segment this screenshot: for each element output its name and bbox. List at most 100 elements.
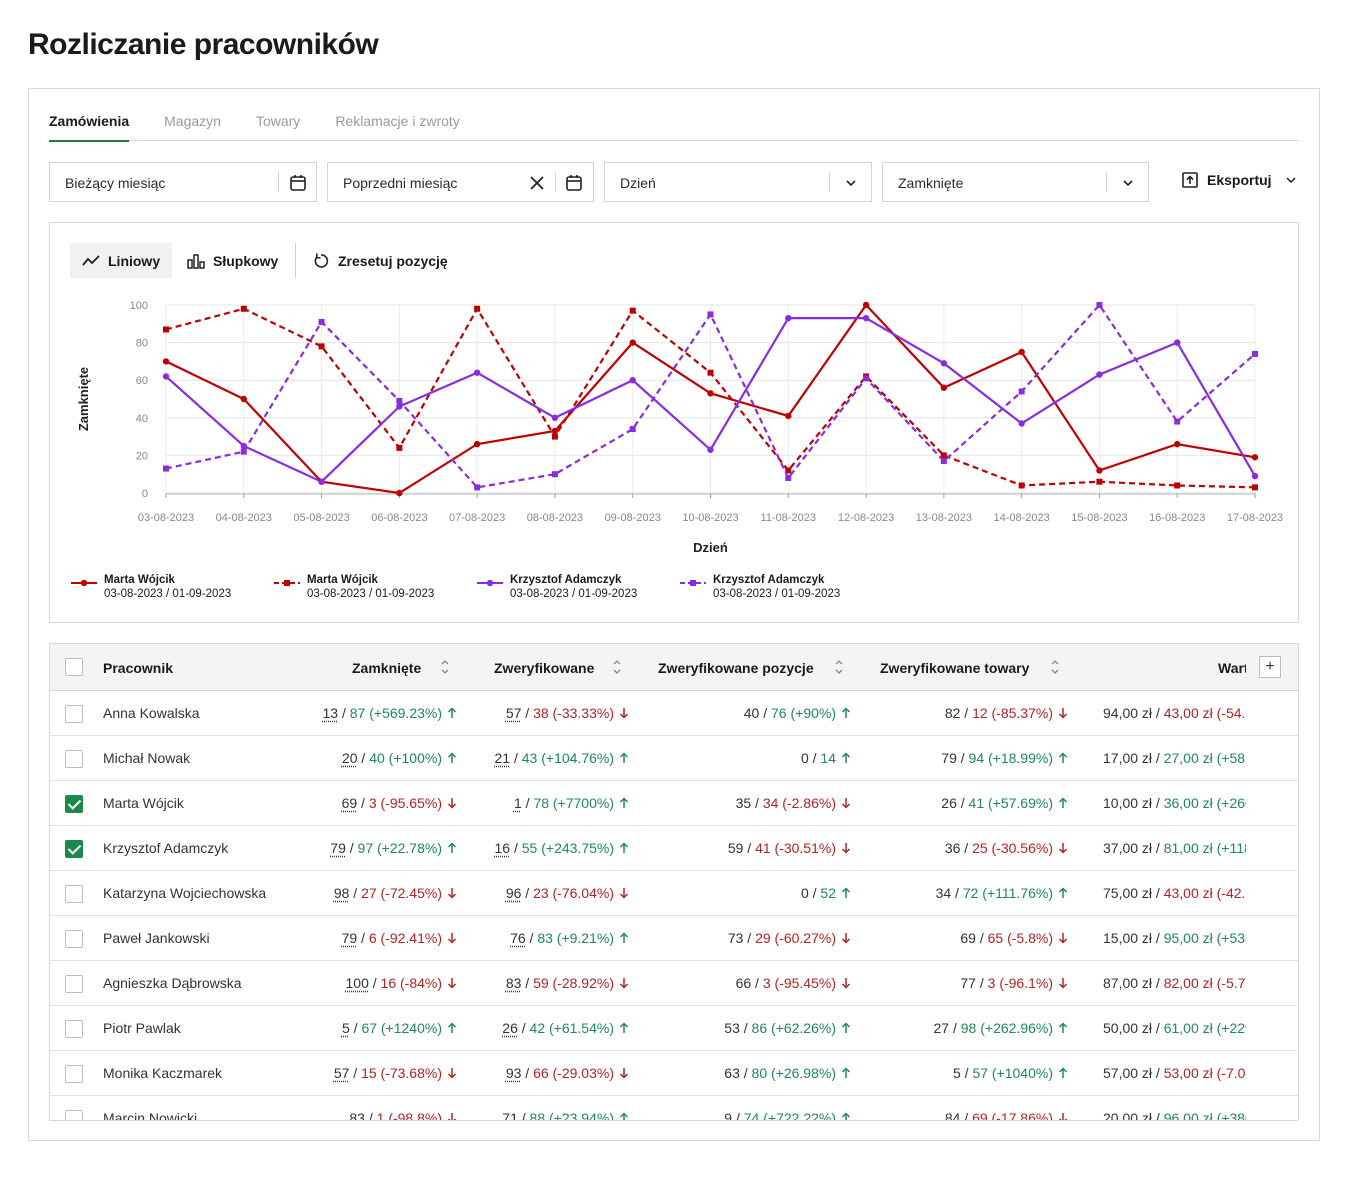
verified-cell: 57 / 38 (-33.33%) — [506, 705, 629, 721]
row-checkbox[interactable] — [65, 840, 83, 858]
x-tick-label: 16-08-2023 — [1149, 512, 1205, 524]
data-point — [1096, 467, 1103, 474]
data-point — [785, 314, 792, 322]
arrow-down-icon — [447, 888, 457, 899]
tab-orders[interactable]: Zamówienia — [49, 103, 130, 142]
clear-icon[interactable] — [527, 173, 547, 193]
header-verified-items[interactable]: Zweryfikowane pozycje — [658, 660, 814, 676]
legend-item[interactable]: Krzysztof Adamczyk 03-08-2023 / 01-09-202… — [679, 573, 882, 601]
data-point — [1096, 478, 1103, 485]
row-checkbox[interactable] — [65, 1020, 83, 1038]
row-checkbox[interactable] — [65, 930, 83, 948]
data-point — [707, 446, 714, 453]
legend-item[interactable]: Krzysztof Adamczyk 03-08-2023 / 01-09-202… — [476, 573, 679, 601]
sort-icon[interactable] — [612, 657, 622, 677]
data-point — [1251, 454, 1259, 461]
row-checkbox[interactable] — [65, 885, 83, 903]
arrow-up-icon — [1058, 797, 1068, 808]
data-point — [396, 444, 403, 451]
current-range-picker[interactable]: Bieżący miesiąc — [49, 162, 317, 202]
reset-position-button[interactable]: Zresetuj pozycję — [300, 243, 460, 278]
legend-series-name: Krzysztof Adamczyk — [510, 574, 622, 586]
legend-series-name: Marta Wójcik — [104, 574, 175, 586]
metric-select[interactable]: Zamknięte — [882, 162, 1149, 202]
sort-icon[interactable] — [1050, 657, 1060, 677]
data-point — [240, 305, 247, 312]
arrow-up-icon — [1058, 752, 1068, 763]
verified-items-cell: 9 / 74 (+722.22%) — [724, 1110, 851, 1120]
data-point — [551, 427, 559, 435]
table-row[interactable]: Krzysztof Adamczyk 79 / 97 (+22.78%) 16 … — [50, 826, 1298, 871]
row-checkbox[interactable] — [65, 795, 83, 813]
chart-legend: Marta Wójcik 03-08-2023 / 01-09-2023 Mart… — [70, 573, 882, 601]
legend-series-range: 03-08-2023 / 01-09-2023 — [104, 588, 232, 600]
arrow-up-icon — [841, 887, 851, 898]
header-verified-goods[interactable]: Zweryfikowane towary — [880, 660, 1030, 676]
x-tick-label: 13-08-2023 — [916, 512, 972, 524]
closed-cell: 20 / 40 (+100%) — [342, 750, 457, 766]
header-value[interactable]: Wartość — [1218, 660, 1246, 676]
previous-range-picker[interactable]: Poprzedni miesiąc — [327, 162, 594, 202]
value-cell: 17,00 zł / 27,00 zł (+58.82%) — [1103, 750, 1246, 766]
table-row[interactable]: Marta Wójcik 69 / 3 (-95.65%) 1 / 78 (+7… — [50, 781, 1298, 826]
current-range-value: Bieżący miesiąc — [65, 175, 166, 191]
row-checkbox[interactable] — [65, 975, 83, 993]
table-row[interactable]: Anna Kowalska 13 / 87 (+569.23%) 57 / 38… — [50, 691, 1298, 736]
value-cell: 20,00 zł / 96,00 zł (+380%) — [1103, 1110, 1246, 1120]
value-cell: 15,00 zł / 95,00 zł (+533.33%) — [1103, 930, 1246, 946]
verified-items-cell: 63 / 80 (+26.98%) — [724, 1065, 851, 1081]
row-checkbox[interactable] — [65, 1065, 83, 1083]
row-checkbox[interactable] — [65, 705, 83, 723]
table-row[interactable]: Michał Nowak 20 / 40 (+100%) 21 / 43 (+1… — [50, 736, 1298, 781]
table-row[interactable]: Marcin Nowicki 83 / 1 (-98.8%) 71 / 88 (… — [50, 1096, 1298, 1120]
add-column-button[interactable]: + — [1259, 656, 1281, 678]
x-tick-label: 17-08-2023 — [1227, 512, 1283, 524]
data-point — [551, 414, 559, 421]
legend-item[interactable]: Marta Wójcik 03-08-2023 / 01-09-2023 — [70, 573, 273, 601]
granularity-select[interactable]: Dzień — [604, 162, 872, 202]
row-checkbox[interactable] — [65, 750, 83, 768]
table-row[interactable]: Agnieszka Dąbrowska 100 / 16 (-84%) 83 /… — [50, 961, 1298, 1006]
legend-item[interactable]: Marta Wójcik 03-08-2023 / 01-09-2023 — [273, 573, 476, 601]
table-row[interactable]: Katarzyna Wojciechowska 98 / 27 (-72.45%… — [50, 871, 1298, 916]
export-button[interactable]: Eksportuj — [1181, 171, 1298, 189]
employee-name: Monika Kaczmarek — [103, 1065, 223, 1081]
data-point — [551, 471, 558, 478]
tab-complaints[interactable]: Reklamacje i zwroty — [335, 113, 460, 129]
calendar-icon[interactable] — [564, 173, 584, 193]
calendar-icon[interactable] — [288, 173, 308, 193]
verified-cell: 83 / 59 (-28.92%) — [506, 975, 629, 991]
header-closed[interactable]: Zamknięte — [352, 660, 422, 676]
data-point — [1174, 339, 1181, 346]
table-header: Pracownik Zamknięte Zweryfikowane Zweryf… — [50, 644, 1298, 691]
arrow-up-icon — [619, 797, 629, 808]
table-row[interactable]: Piotr Pawlak 5 / 67 (+1240%) 26 / 42 (+6… — [50, 1006, 1298, 1051]
value-cell: 87,00 zł / 82,00 zł (-5.75%) — [1103, 975, 1246, 991]
bar-chart-button[interactable]: Słupkowy — [175, 243, 290, 278]
sort-icon[interactable] — [834, 657, 844, 677]
header-verified[interactable]: Zweryfikowane — [494, 660, 595, 676]
value-cell: 50,00 zł / 61,00 zł (+22%) — [1103, 1020, 1246, 1036]
verified-items-cell: 0 / 14 — [801, 750, 851, 766]
row-checkbox[interactable] — [65, 1110, 83, 1120]
select-all-checkbox[interactable] — [65, 658, 83, 676]
closed-cell: 100 / 16 (-84%) — [346, 975, 458, 991]
verified-cell: 1 / 78 (+7700%) — [514, 795, 629, 811]
line-chart[interactable]: 0 20 40 60 80 100 03-08-2023 04-08-2023 05-08-20… — [50, 223, 1298, 563]
arrow-down-icon — [1058, 933, 1068, 944]
employee-name: Krzysztof Adamczyk — [103, 840, 229, 856]
tab-goods[interactable]: Towary — [255, 113, 301, 129]
value-cell: 10,00 zł / 36,00 zł (+260%) — [1103, 795, 1246, 811]
sort-icon[interactable] — [440, 657, 450, 677]
verified-goods-cell: 5 / 57 (+1040%) — [953, 1065, 1068, 1081]
data-point — [318, 478, 325, 485]
data-point — [396, 489, 403, 497]
verified-cell: 93 / 66 (-29.03%) — [506, 1065, 629, 1081]
arrow-down-icon — [447, 978, 457, 989]
arrow-down-icon — [1058, 1113, 1068, 1120]
table-row[interactable]: Paweł Jankowski 79 / 6 (-92.41%) 76 / 83… — [50, 916, 1298, 961]
tab-warehouse[interactable]: Magazyn — [164, 113, 221, 129]
chevron-down-icon — [1123, 180, 1133, 187]
table-row[interactable]: Monika Kaczmarek 57 / 15 (-73.68%) 93 / … — [50, 1051, 1298, 1096]
line-chart-button[interactable]: Liniowy — [70, 243, 173, 278]
